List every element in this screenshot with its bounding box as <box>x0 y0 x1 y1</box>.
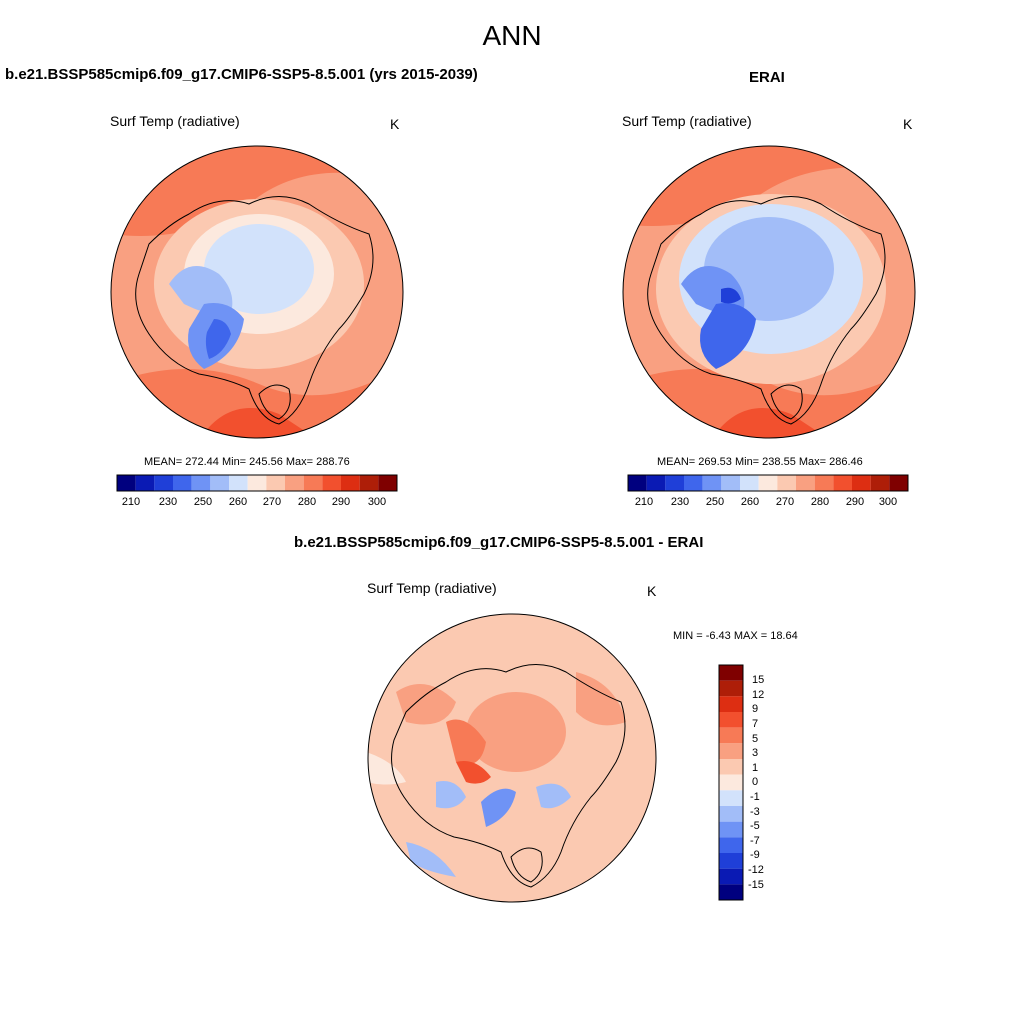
cbar-seg <box>303 475 323 491</box>
diff-polar-map <box>367 613 657 903</box>
cbar-seg <box>719 712 743 728</box>
cbar-seg <box>719 790 743 806</box>
cbar-seg <box>719 680 743 697</box>
cbar-seg <box>359 475 379 491</box>
cbar-seg <box>852 475 871 491</box>
model-cbar-tick: 230 <box>158 496 178 508</box>
model-cbar-tick: 300 <box>367 496 387 508</box>
diff-cbar-tick: -15 <box>748 879 764 891</box>
cbar-seg <box>719 806 743 822</box>
cbar-seg <box>719 696 743 712</box>
cbar-seg <box>719 853 743 869</box>
cbar-seg <box>191 475 211 491</box>
obs-cbar-tick: 260 <box>740 496 760 508</box>
cbar-seg <box>173 475 192 491</box>
obs-cbar-tick: 300 <box>878 496 898 508</box>
diff-cbar-tick: 3 <box>752 747 759 759</box>
cbar-seg <box>702 475 722 491</box>
cbar-seg <box>684 475 703 491</box>
diff-cbar-tick: -1 <box>750 791 760 803</box>
cbar-seg <box>154 475 173 491</box>
cbar-seg <box>719 743 743 759</box>
obs-units-label: K <box>903 116 913 132</box>
diff-cbar-tick: 1 <box>752 762 759 774</box>
diff-cbar-tick: -9 <box>750 849 760 861</box>
cbar-seg <box>229 475 248 491</box>
obs-stats-label: MEAN= 269.53 Min= 238.55 Max= 286.46 <box>657 456 863 468</box>
obs-variable-label: Surf Temp (radiative) <box>622 113 752 129</box>
figure-title: ANN <box>482 20 542 51</box>
diff-cbar-tick: 15 <box>752 674 765 686</box>
obs-panel-title: ERAI <box>749 69 785 86</box>
cbar-seg <box>210 475 229 491</box>
model-stats-label: MEAN= 272.44 Min= 245.56 Max= 288.76 <box>144 456 350 468</box>
diff-stats-label: MIN = -6.43 MAX = 18.64 <box>673 630 798 642</box>
cbar-seg <box>285 475 304 491</box>
cbar-seg <box>719 759 743 775</box>
obs-cbar-tick: 270 <box>775 496 795 508</box>
cbar-seg <box>247 475 267 491</box>
cbar-seg <box>135 475 155 491</box>
cbar-seg <box>740 475 759 491</box>
model-variable-label: Surf Temp (radiative) <box>110 113 240 129</box>
cbar-seg <box>719 837 743 853</box>
obs-colorbar <box>627 474 909 492</box>
model-colorbar <box>116 474 398 492</box>
model-cbar-tick: 290 <box>331 496 351 508</box>
diff-cbar-tick: -3 <box>750 806 760 818</box>
cbar-seg <box>378 475 397 491</box>
diff-cbar-tick: 5 <box>752 733 759 745</box>
diff-cbar-tick: -12 <box>748 864 764 876</box>
cbar-seg <box>719 774 743 791</box>
diff-cbar-tick: 7 <box>752 718 759 730</box>
diff-cbar-tick: 12 <box>752 689 765 701</box>
cbar-seg <box>266 475 285 491</box>
cbar-seg <box>719 884 743 900</box>
diff-colorbar <box>718 664 744 901</box>
cbar-seg <box>889 475 908 491</box>
diff-variable-label: Surf Temp (radiative) <box>367 580 497 596</box>
cbar-seg <box>719 821 743 838</box>
diff-units-label: K <box>647 583 657 599</box>
cbar-seg <box>721 475 740 491</box>
cbar-seg <box>665 475 684 491</box>
model-cbar-tick: 260 <box>228 496 248 508</box>
obs-cbar-tick: 250 <box>705 496 725 508</box>
cbar-seg <box>870 475 890 491</box>
cbar-seg <box>719 868 743 885</box>
model-polar-map <box>110 145 404 439</box>
obs-cbar-tick: 210 <box>634 496 654 508</box>
obs-cbar-tick: 280 <box>810 496 830 508</box>
obs-cbar-tick: 230 <box>670 496 690 508</box>
model-cbar-tick: 270 <box>262 496 282 508</box>
diff-cbar-tick: -5 <box>750 820 760 832</box>
cbar-seg <box>758 475 778 491</box>
model-cbar-tick: 210 <box>121 496 141 508</box>
model-units-label: K <box>390 116 400 132</box>
diff-cbar-tick: 9 <box>752 703 759 715</box>
cbar-seg <box>719 665 743 681</box>
model-cbar-tick: 280 <box>297 496 317 508</box>
cbar-seg <box>341 475 360 491</box>
obs-cbar-tick: 290 <box>845 496 865 508</box>
diff-cbar-tick: 0 <box>752 776 759 788</box>
cbar-seg <box>628 475 647 491</box>
cbar-seg <box>833 475 852 491</box>
cbar-seg <box>719 727 743 744</box>
model-cbar-tick: 250 <box>193 496 213 508</box>
cbar-seg <box>646 475 666 491</box>
cbar-seg <box>796 475 815 491</box>
cbar-seg <box>814 475 834 491</box>
obs-polar-map <box>622 145 916 439</box>
cbar-seg <box>777 475 796 491</box>
cbar-seg <box>322 475 341 491</box>
cbar-seg <box>117 475 136 491</box>
model-panel-title: b.e21.BSSP585cmip6.f09_g17.CMIP6-SSP5-8.… <box>5 66 478 83</box>
diff-cbar-tick: -7 <box>750 835 760 847</box>
diff-panel-title: b.e21.BSSP585cmip6.f09_g17.CMIP6-SSP5-8.… <box>294 534 704 551</box>
